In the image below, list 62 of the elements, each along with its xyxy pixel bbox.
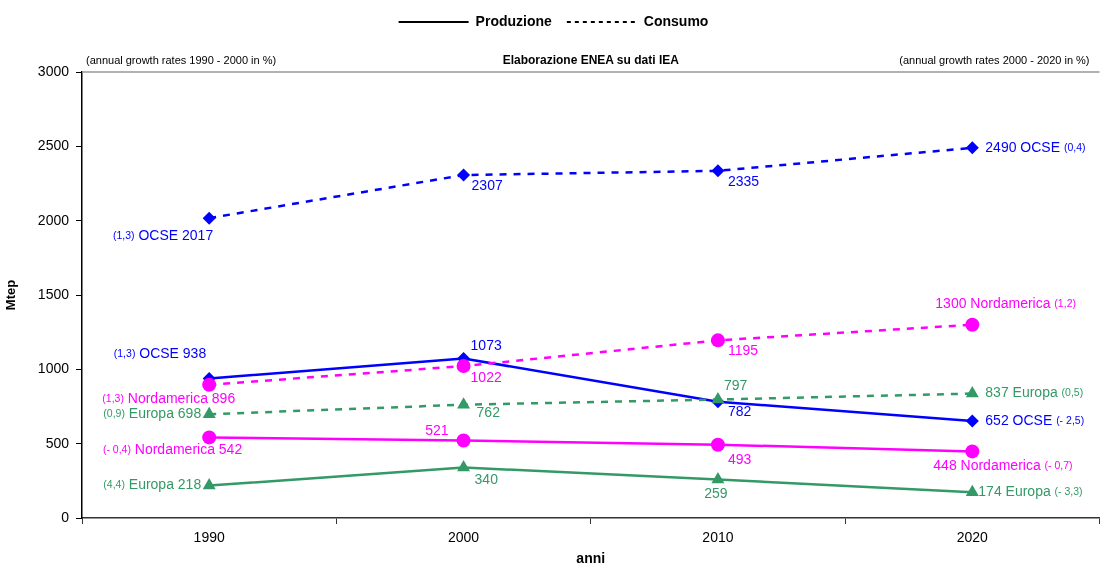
data-label: 448 Nordamerica (- 0,7) [933,457,1073,474]
data-label: 1073 [470,337,502,354]
x-tick-label: 2020 [956,529,989,546]
x-axis-title: anni [576,550,606,567]
point [457,397,471,409]
data-label: 2490 OCSE (0,4) [985,138,1086,155]
point [965,141,979,155]
point [202,478,216,490]
point [711,392,725,404]
data-label: 1195 [727,342,759,359]
data-label: (- 0,4) Nordamerica 542 [102,441,243,458]
x-tick-label: 2010 [702,529,734,546]
point [710,333,725,348]
data-label: (4,4) Europa 218 [103,476,202,493]
data-label: 837 Europa (0,5) [985,384,1084,401]
point [457,459,471,472]
y-tick-label: 2500 [37,137,70,154]
data-label: (1,3) Nordamerica 896 [102,389,236,406]
data-label: 652 OCSE (- 2,5) [985,411,1085,428]
data-label: 521 [425,422,449,439]
data-label: 174 Europa (- 3,3) [978,482,1083,499]
point [710,437,725,452]
y-tick-label: 2000 [37,211,70,228]
text: (annual growth rates 2000 - 2020 in %) [899,54,1090,67]
point [965,317,980,332]
data-label: 762 [476,403,501,420]
point [456,359,471,374]
point [965,414,979,428]
data-label: 493 [727,450,752,467]
x-tick-label: 2000 [447,529,480,546]
y-tick-label: 0 [61,508,70,525]
data-label: (1,3) OCSE 2017 [113,227,214,243]
point [202,406,216,418]
data-label: 797 [723,377,748,394]
text: Elaborazione ENEA su dati IEA [502,53,680,68]
point [711,164,725,178]
legend-label: Produzione [475,12,553,29]
y-tick-label: 500 [45,434,70,451]
data-label: (1,3) OCSE 938 [113,345,207,362]
legend-label: Consumo [643,12,709,29]
point [965,444,980,459]
point [202,211,216,225]
y-tick-label: 1000 [37,360,70,377]
text: (annual growth rates 1990 - 2000 in %) [86,54,277,67]
data-label: 340 [474,471,499,488]
data-label: 2335 [727,172,760,189]
point [711,472,725,484]
data-label: (0,9) Europa 698 [103,405,202,422]
x-tick-label: 1990 [193,529,225,546]
data-label: 782 [727,402,752,419]
data-label: 259 [704,485,728,502]
data-label: 1022 [470,368,502,385]
point [456,433,471,448]
point [457,168,471,182]
data-label: 1300 Nordamerica (1,2) [935,294,1076,311]
y-tick-label: 3000 [37,62,70,79]
y-tick-label: 1500 [37,285,70,302]
data-label: 2307 [471,176,503,193]
point [965,386,979,398]
point [202,377,217,392]
point [965,484,979,496]
y-axis-title: Mtep [3,279,19,311]
